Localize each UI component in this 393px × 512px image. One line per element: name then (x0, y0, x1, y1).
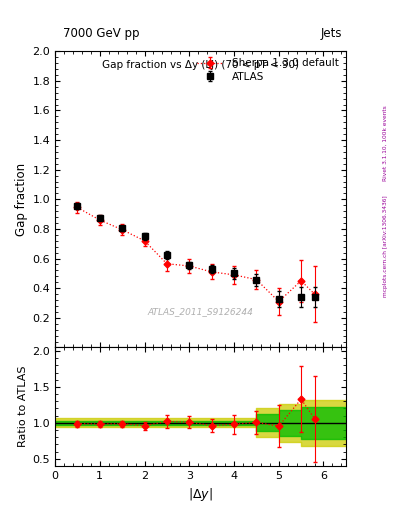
Text: 7000 GeV pp: 7000 GeV pp (63, 27, 140, 40)
X-axis label: $|\Delta y|$: $|\Delta y|$ (188, 486, 213, 503)
Text: mcplots.cern.ch [arXiv:1306.3436]: mcplots.cern.ch [arXiv:1306.3436] (383, 195, 387, 296)
Y-axis label: Gap fraction: Gap fraction (15, 163, 28, 236)
Text: Rivet 3.1.10, 100k events: Rivet 3.1.10, 100k events (383, 105, 387, 181)
Text: Jets: Jets (320, 27, 342, 40)
Text: Gap fraction vs Δy (LJ) (70 < pT < 90): Gap fraction vs Δy (LJ) (70 < pT < 90) (102, 60, 299, 70)
Legend: Sherpa 1.3.0 default, ATLAS: Sherpa 1.3.0 default, ATLAS (195, 56, 341, 83)
Y-axis label: Ratio to ATLAS: Ratio to ATLAS (18, 366, 28, 447)
Text: ATLAS_2011_S9126244: ATLAS_2011_S9126244 (147, 307, 253, 316)
